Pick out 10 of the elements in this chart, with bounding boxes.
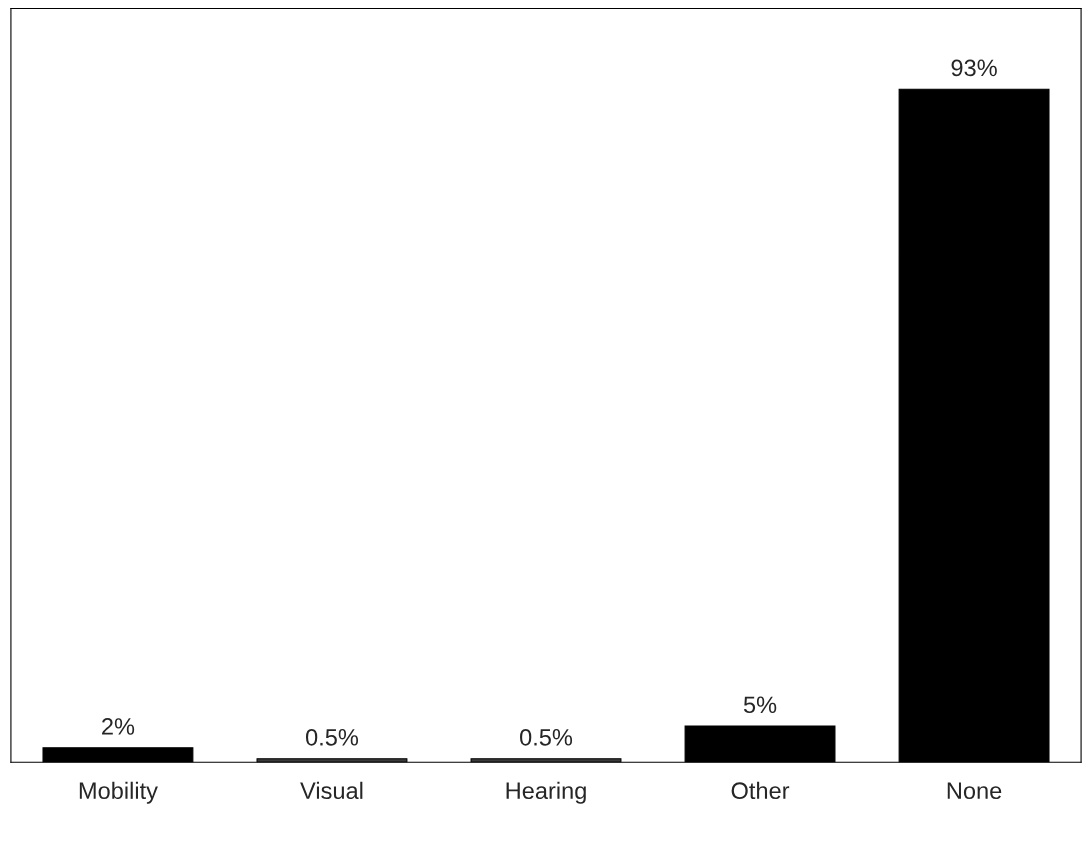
x-tick-label: Visual — [300, 781, 363, 800]
data-label: 5% — [743, 696, 777, 714]
x-tick-label: Mobility — [79, 781, 158, 804]
data-label: 0.5% — [520, 728, 573, 746]
data-label: 93% — [951, 59, 997, 77]
data-label: 0.5% — [305, 728, 359, 746]
x-tick-label: Hearing — [506, 781, 586, 804]
data-label: 2% — [102, 718, 135, 735]
x-tick-label: None — [947, 782, 1002, 800]
x-tick-label: Other — [731, 781, 790, 800]
